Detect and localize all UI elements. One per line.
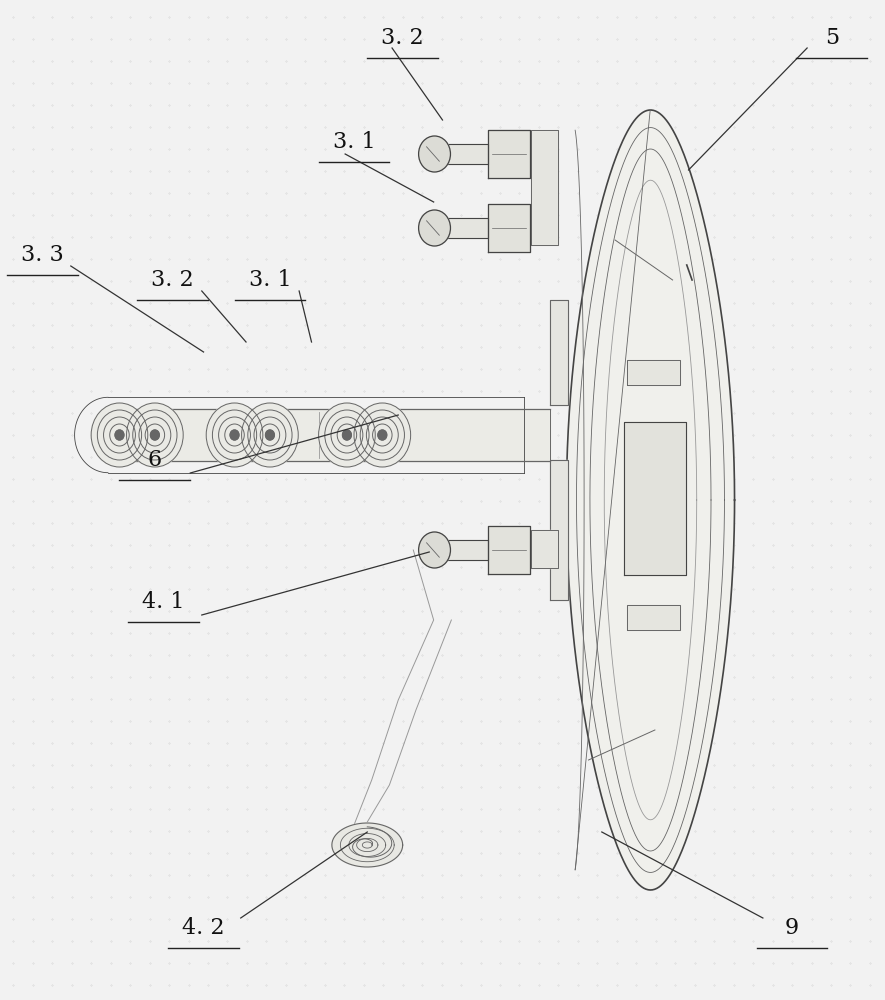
Polygon shape	[435, 144, 488, 164]
Text: 3. 3: 3. 3	[21, 244, 64, 266]
Circle shape	[115, 430, 124, 440]
Circle shape	[150, 430, 159, 440]
Polygon shape	[550, 460, 568, 600]
Text: 4. 2: 4. 2	[182, 917, 225, 939]
Circle shape	[419, 136, 450, 172]
Polygon shape	[566, 110, 735, 890]
Polygon shape	[435, 540, 488, 560]
Polygon shape	[92, 409, 115, 461]
Polygon shape	[115, 409, 550, 461]
Circle shape	[419, 210, 450, 246]
Polygon shape	[488, 204, 530, 252]
Text: 9: 9	[785, 917, 799, 939]
Text: 3. 2: 3. 2	[381, 27, 424, 49]
Circle shape	[319, 403, 375, 467]
Text: 3. 2: 3. 2	[151, 269, 194, 291]
Polygon shape	[488, 526, 530, 574]
Polygon shape	[624, 422, 686, 575]
Circle shape	[419, 532, 450, 568]
Circle shape	[127, 403, 183, 467]
Circle shape	[266, 430, 274, 440]
Text: 3. 1: 3. 1	[249, 269, 291, 291]
Circle shape	[242, 403, 298, 467]
Text: 3. 1: 3. 1	[333, 131, 375, 153]
Circle shape	[230, 430, 239, 440]
Polygon shape	[435, 218, 488, 238]
Polygon shape	[332, 823, 403, 867]
Circle shape	[342, 430, 351, 440]
Text: 4. 1: 4. 1	[142, 591, 185, 613]
Circle shape	[91, 403, 148, 467]
Polygon shape	[627, 360, 680, 385]
Circle shape	[206, 403, 263, 467]
Circle shape	[354, 403, 411, 467]
Polygon shape	[531, 530, 558, 568]
Polygon shape	[488, 130, 530, 178]
Polygon shape	[550, 300, 568, 405]
Polygon shape	[627, 605, 680, 630]
Polygon shape	[531, 130, 558, 245]
Circle shape	[378, 430, 387, 440]
Text: 5: 5	[825, 27, 839, 49]
Text: 6: 6	[148, 449, 162, 471]
